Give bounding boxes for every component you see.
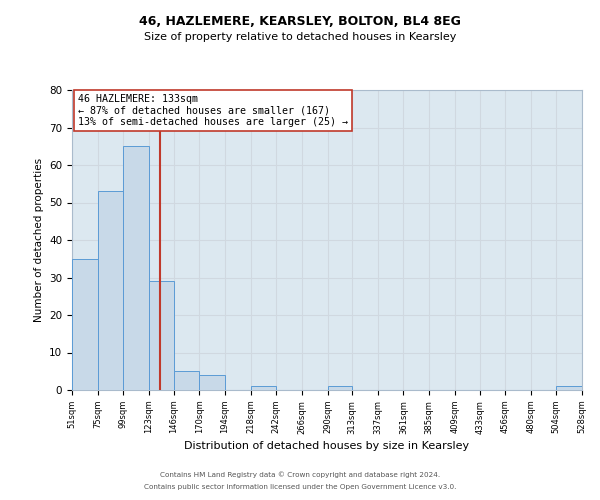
Bar bbox=[149, 281, 173, 390]
Text: Contains public sector information licensed under the Open Government Licence v3: Contains public sector information licen… bbox=[144, 484, 456, 490]
Bar bbox=[124, 146, 149, 390]
Bar bbox=[251, 386, 276, 390]
X-axis label: Distribution of detached houses by size in Kearsley: Distribution of detached houses by size … bbox=[184, 440, 470, 450]
Text: 46, HAZLEMERE, KEARSLEY, BOLTON, BL4 8EG: 46, HAZLEMERE, KEARSLEY, BOLTON, BL4 8EG bbox=[139, 15, 461, 28]
Text: Contains HM Land Registry data © Crown copyright and database right 2024.: Contains HM Land Registry data © Crown c… bbox=[160, 471, 440, 478]
Bar bbox=[328, 386, 352, 390]
Bar bbox=[173, 371, 199, 390]
Bar bbox=[199, 375, 225, 390]
Text: 46 HAZLEMERE: 133sqm
← 87% of detached houses are smaller (167)
13% of semi-deta: 46 HAZLEMERE: 133sqm ← 87% of detached h… bbox=[79, 94, 349, 127]
Bar bbox=[98, 191, 124, 390]
Text: Size of property relative to detached houses in Kearsley: Size of property relative to detached ho… bbox=[144, 32, 456, 42]
Y-axis label: Number of detached properties: Number of detached properties bbox=[34, 158, 44, 322]
Bar bbox=[556, 386, 582, 390]
Bar bbox=[72, 259, 98, 390]
